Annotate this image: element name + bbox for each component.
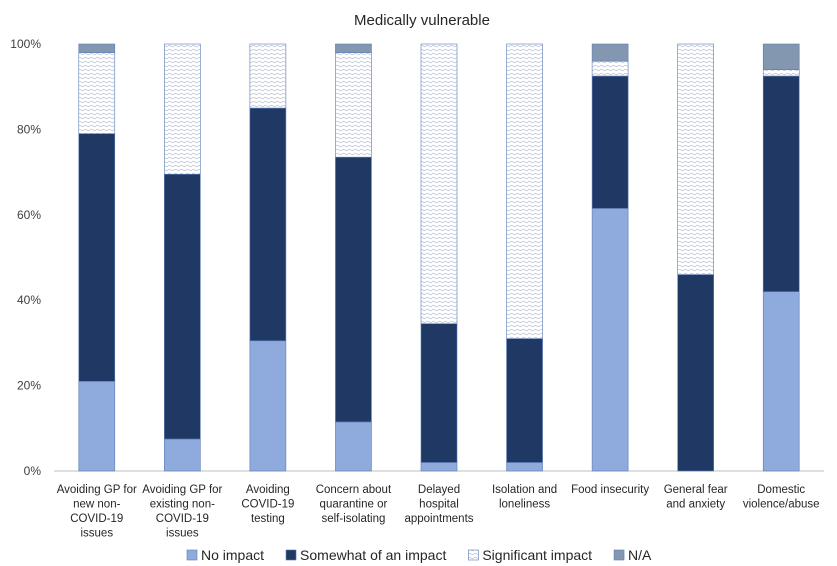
x-category-label: Domestic violence/abuse (743, 484, 820, 511)
bar-segment-significant-impact (164, 43, 201, 175)
bar-segment-no-impact (78, 381, 116, 472)
bar-segment-significant-impact (420, 43, 458, 324)
bar-segment-n-a (591, 43, 629, 62)
bar-segment-somewhat-of-an-impact (249, 107, 287, 342)
y-tick-label: 60% (17, 208, 41, 222)
bar-segment-no-impact (506, 462, 543, 472)
bar-segment-significant-impact (78, 52, 116, 134)
x-category-label: Avoiding GP for new non-COVID-19 issues (57, 484, 137, 540)
bar-segment-no-impact (249, 340, 287, 472)
bar-segment-significant-impact (249, 43, 287, 109)
legend-label: No impact (201, 547, 264, 563)
legend-swatch (186, 549, 198, 561)
y-tick-label: 80% (17, 122, 41, 136)
x-category-label: Food insecurity (571, 484, 649, 496)
legend-label: Significant impact (482, 547, 592, 563)
bar-segment-significant-impact (677, 43, 714, 275)
bar-segment-no-impact (335, 421, 372, 472)
legend-swatch (613, 549, 625, 561)
bar-segment-significant-impact (762, 69, 800, 77)
bar-segment-significant-impact (335, 52, 372, 158)
x-category-label: Concern about quarantine or self-isolating (316, 484, 392, 525)
bar-segment-n-a (78, 43, 116, 53)
bar-segment-somewhat-of-an-impact (591, 75, 629, 209)
bar-segment-somewhat-of-an-impact (335, 156, 372, 423)
bar-segment-no-impact (762, 291, 800, 472)
bar-segment-somewhat-of-an-impact (78, 133, 116, 382)
x-category-label: Avoiding COVID-19 testing (241, 484, 294, 525)
legend-label: Somewhat of an impact (300, 547, 446, 563)
y-tick-label: 20% (17, 379, 41, 393)
x-category-label: General fear and anxiety (664, 484, 728, 511)
y-tick-label: 100% (10, 37, 41, 51)
bar-segment-n-a (335, 43, 372, 53)
y-tick-label: 0% (24, 464, 42, 478)
bar-segment-significant-impact (591, 60, 629, 77)
legend-label: N/A (628, 547, 652, 563)
bar-segment-significant-impact (506, 43, 543, 339)
bar-segment-somewhat-of-an-impact (762, 75, 800, 292)
bar-segment-somewhat-of-an-impact (164, 173, 201, 440)
x-category-label: Avoiding GP for existing non-COVID-19 issu… (142, 484, 222, 540)
bar-segment-no-impact (591, 208, 629, 472)
bar-segment-no-impact (164, 438, 201, 472)
legend-swatch (285, 549, 297, 561)
bar-segment-no-impact (420, 462, 458, 472)
x-category-label: Isolation and loneliness (492, 484, 557, 511)
bar-segment-somewhat-of-an-impact (420, 323, 458, 463)
legend-swatch (468, 549, 479, 561)
bar-segment-n-a (762, 43, 800, 70)
chart-title: Medically vulnerable (354, 12, 490, 29)
x-category-label: Delayed hospital appointments (404, 484, 473, 525)
bar-segment-somewhat-of-an-impact (677, 274, 714, 472)
bar-segment-somewhat-of-an-impact (506, 338, 543, 463)
y-tick-label: 40% (17, 293, 41, 307)
